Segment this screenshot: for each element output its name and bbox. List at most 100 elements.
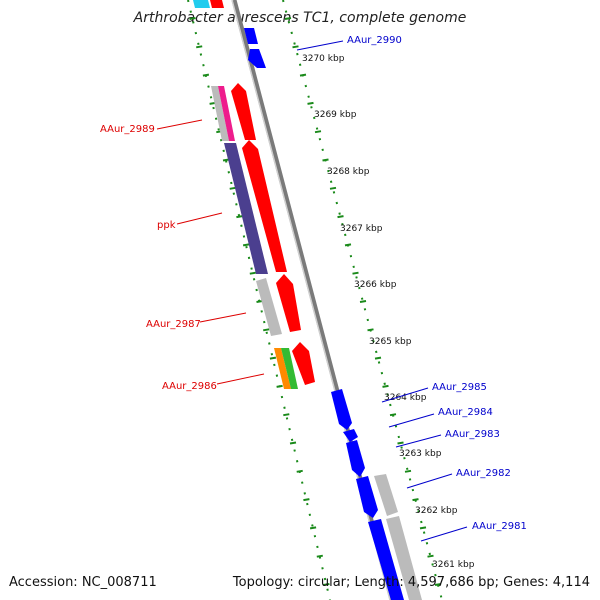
kbp-dash — [322, 158, 329, 162]
kbp-dash — [314, 130, 322, 134]
ppk-feature[interactable] — [224, 143, 268, 274]
map-title: Arthrobacter aurescens TC1, complete gen… — [133, 10, 467, 26]
reverse-gene-aaur-2990-a[interactable] — [244, 28, 258, 44]
kbp-dash — [303, 498, 310, 502]
reverse-gene-aaur-2985[interactable] — [331, 389, 352, 430]
gene-label-aaur-2985[interactable]: AAur_2985 — [432, 382, 487, 393]
forward-gene-labels: AAur_2989 ppk AAur_2987 AAur_2986 — [100, 119, 265, 392]
gene-label-aaur-2987[interactable]: AAur_2987 — [146, 319, 201, 330]
kbp-dash — [367, 328, 374, 332]
leader-line — [388, 413, 435, 428]
kbp-dash — [299, 73, 307, 77]
kbp-dash — [307, 101, 314, 105]
pink-feature-2989[interactable] — [218, 86, 235, 141]
kbp-dash — [269, 356, 277, 360]
kbp-dash — [222, 158, 230, 162]
kbp-dash — [309, 526, 317, 530]
forward-gene-aaur-2986[interactable] — [292, 342, 315, 385]
kbp-dash — [189, 17, 196, 20]
gene-label-aaur-2990[interactable]: AAur_2990 — [347, 35, 402, 46]
leader-line — [216, 373, 265, 385]
ruler-labels: 3270 kbp 3269 kbp 3268 kbp 3267 kbp 3266… — [302, 54, 475, 570]
forward-gene-aaur-2989[interactable] — [231, 83, 256, 140]
cyan-feature[interactable] — [193, 0, 210, 8]
kbp-dash — [419, 526, 427, 530]
reverse-gene-aaur-2990-b[interactable] — [248, 49, 266, 68]
reverse-gene-labels: AAur_2990 AAur_2985 AAur_2984 AAur_2983 … — [296, 35, 527, 542]
kbp-dash — [242, 243, 250, 247]
leader-line — [395, 434, 442, 448]
reverse-gene-aaur-2983[interactable] — [346, 440, 365, 477]
kbp-dash — [284, 17, 292, 20]
kbp-dash — [397, 441, 404, 445]
reverse-gene-aaur-2981[interactable] — [368, 519, 404, 600]
kbp-dash — [196, 45, 203, 49]
leader-line — [199, 312, 247, 323]
leader-line — [296, 40, 344, 51]
grey-feature-2982[interactable] — [374, 474, 398, 516]
gene-label-aaur-2989[interactable]: AAur_2989 — [100, 124, 155, 135]
ruler-tick-label: 3263 kbp — [399, 449, 442, 459]
kbp-dash — [276, 384, 283, 388]
orange-feature-2986[interactable] — [274, 348, 291, 389]
green-feature-2986[interactable] — [281, 348, 298, 389]
leader-line — [406, 473, 453, 489]
grey-feature-2981[interactable] — [386, 516, 422, 600]
leader-line — [420, 526, 468, 542]
kbp-dash — [202, 73, 210, 77]
kbp-dash — [382, 384, 389, 388]
kbp-dash — [359, 300, 367, 303]
gene-label-aaur-2982[interactable]: AAur_2982 — [456, 468, 511, 479]
ruler-tick-label: 3262 kbp — [415, 506, 458, 516]
kbp-dash — [374, 356, 382, 360]
grey-feature-2987[interactable] — [256, 278, 282, 336]
gene-label-aaur-2984[interactable]: AAur_2984 — [438, 407, 493, 418]
kbp-dash — [404, 469, 412, 473]
kbp-dash — [323, 583, 330, 586]
kbp-dash — [316, 554, 323, 558]
gene-label-ppk[interactable]: ppk — [157, 220, 176, 231]
leader-line — [381, 387, 429, 403]
ruler-tick-label: 3270 kbp — [302, 54, 345, 64]
gene-label-aaur-2986[interactable]: AAur_2986 — [162, 381, 217, 392]
gene-label-aaur-2981[interactable]: AAur_2981 — [472, 521, 527, 532]
leader-line — [156, 119, 203, 130]
kbp-dash — [329, 186, 337, 190]
right-kbp-dashes — [284, 17, 442, 586]
kbp-dash — [389, 413, 397, 417]
left-kbp-dashes — [189, 17, 330, 586]
ruler-tick-label: 3261 kbp — [432, 560, 475, 570]
genome-summary-text: Topology: circular; Length: 4,597,686 bp… — [232, 575, 590, 590]
reverse-gene-aaur-2984[interactable] — [343, 429, 358, 442]
kbp-dash — [427, 554, 434, 558]
kbp-dash — [249, 271, 256, 275]
accession-text: Accession: NC_008711 — [9, 575, 157, 590]
forward-gene-ppk[interactable] — [242, 140, 287, 272]
ruler-tick-label: 3265 kbp — [369, 337, 412, 347]
kbp-dash — [352, 271, 359, 275]
forward-gene-top[interactable] — [210, 0, 224, 8]
kbp-dash — [229, 186, 236, 190]
kbp-dash — [434, 583, 442, 586]
gene-features — [193, 0, 422, 600]
kbp-dash — [296, 469, 303, 473]
kbp-dash — [344, 243, 352, 247]
ruler-tick-label: 3268 kbp — [327, 167, 370, 177]
forward-gene-aaur-2987[interactable] — [276, 274, 301, 332]
ruler-tick-label: 3264 kbp — [384, 393, 427, 403]
kbp-dash — [289, 441, 297, 445]
kbp-dash — [236, 215, 243, 219]
left-guide-line — [187, 0, 331, 600]
gene-label-aaur-2983[interactable]: AAur_2983 — [445, 429, 500, 440]
ruler-tick-label: 3266 kbp — [354, 280, 397, 290]
kbp-dash — [283, 413, 290, 417]
reverse-gene-aaur-2982[interactable] — [356, 476, 378, 518]
ruler-tick-label: 3267 kbp — [340, 224, 383, 234]
kbp-dash — [412, 498, 419, 502]
kbp-dash — [263, 328, 270, 332]
grey-feature-2989[interactable] — [211, 86, 229, 141]
leader-line — [176, 212, 223, 225]
kbp-dash — [292, 45, 299, 49]
kbp-dash — [337, 215, 344, 219]
